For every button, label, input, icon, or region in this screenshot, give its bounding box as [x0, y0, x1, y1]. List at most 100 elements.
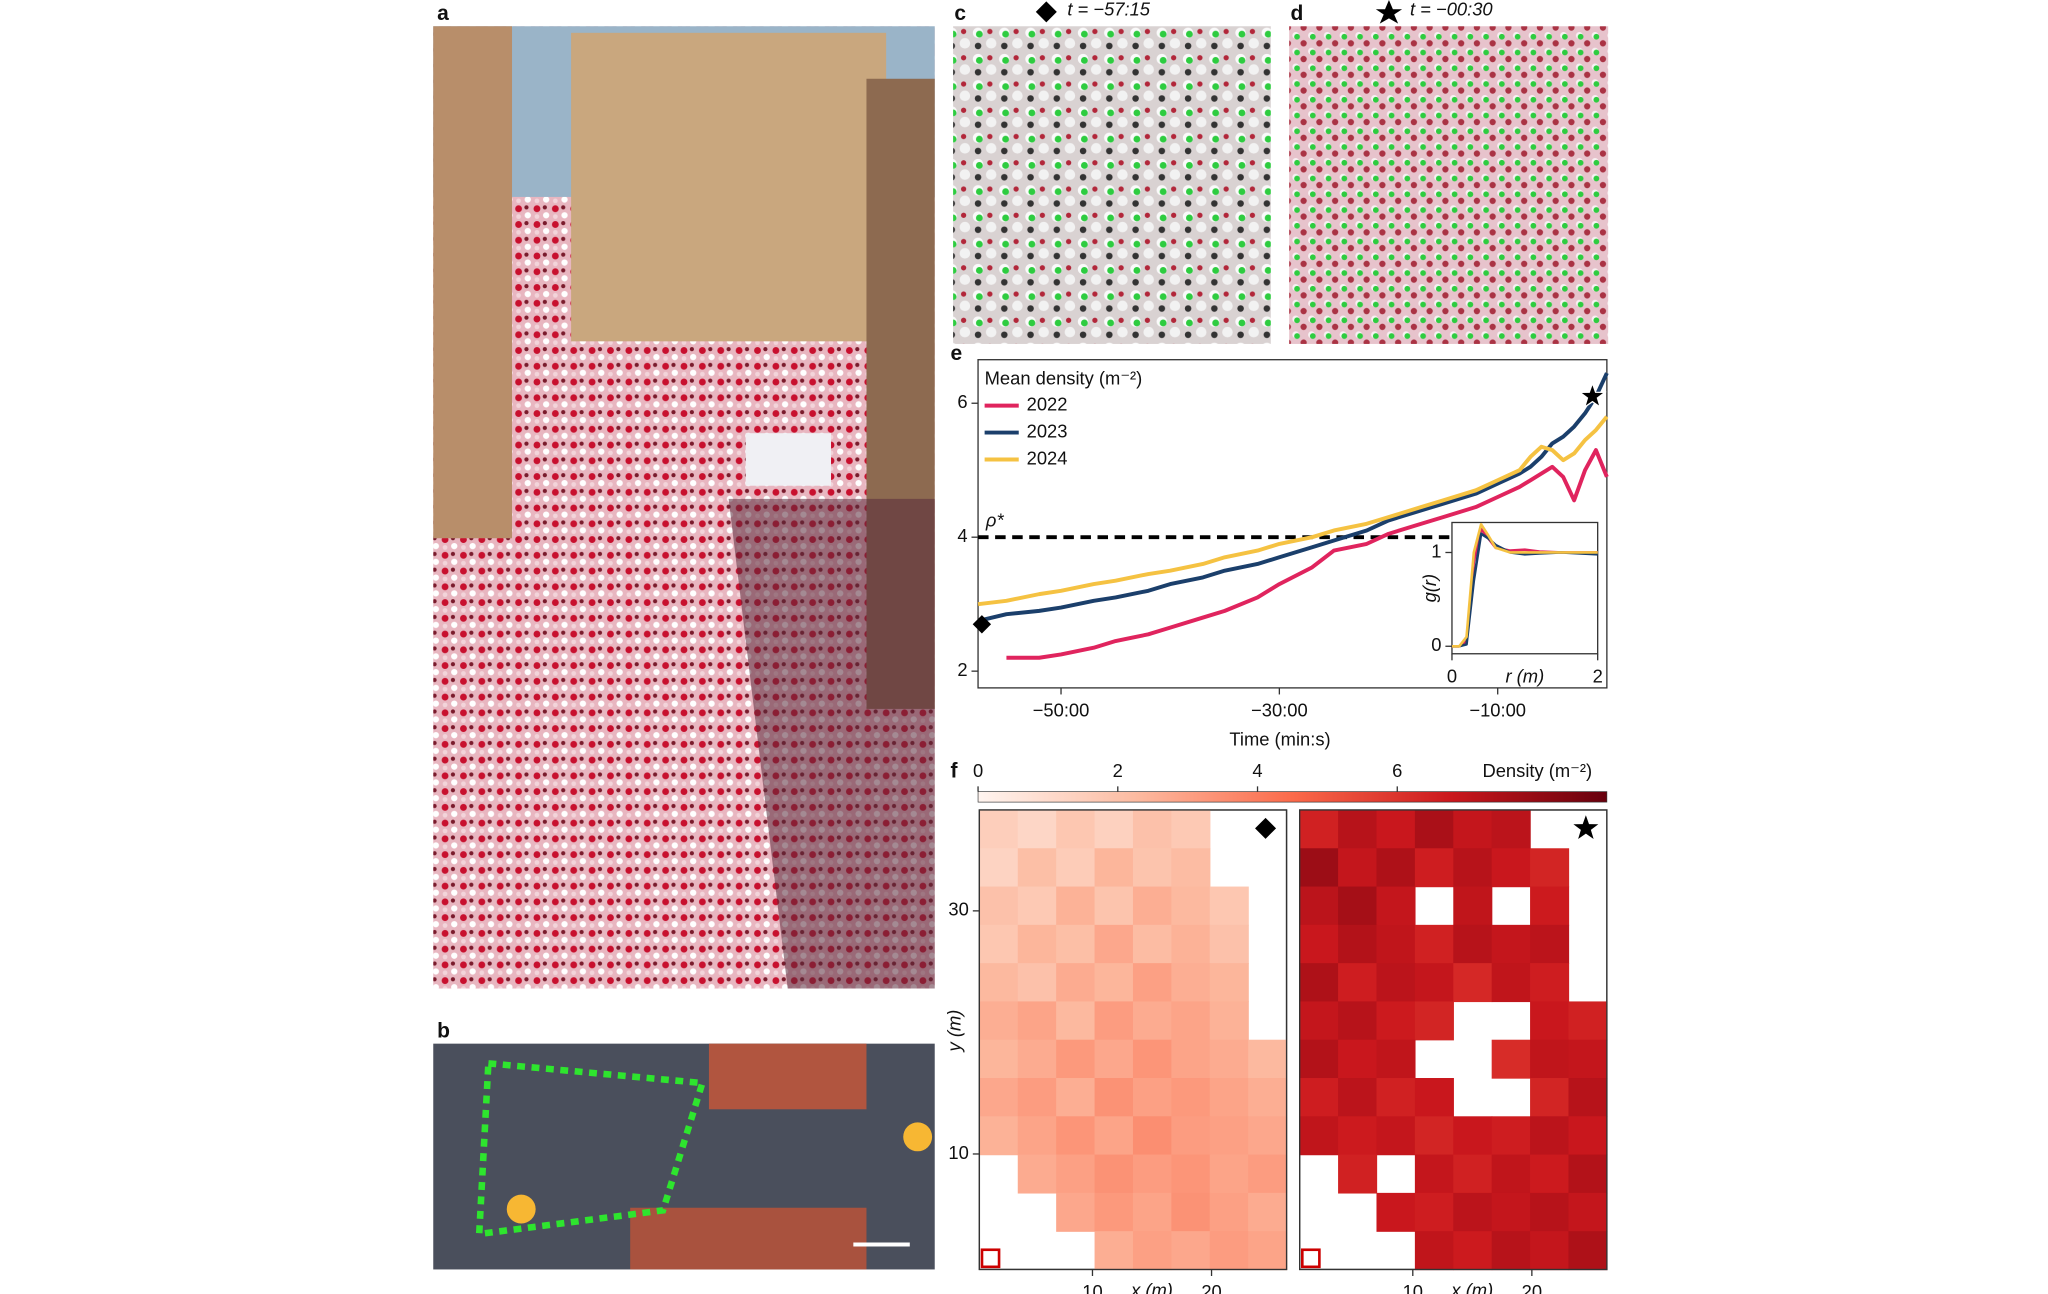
heatmap-cell [1094, 1039, 1134, 1079]
x-axis-label: r (m) [1505, 665, 1544, 686]
heatmap-cell [1094, 886, 1134, 926]
x-tick-label: −50:00 [1033, 699, 1090, 720]
heatmap-cell [1094, 1231, 1134, 1271]
x-axis-label: x (m) [1130, 1280, 1173, 1294]
heatmap-cell [1209, 924, 1249, 964]
heatmap-cell [1376, 1192, 1416, 1232]
panel-label: b [437, 1019, 450, 1042]
heatmap-cell [1209, 1154, 1249, 1194]
heatmap-cell [1171, 1078, 1211, 1117]
x-tick-label: −30:00 [1251, 699, 1308, 720]
heatmap-cell [1376, 886, 1416, 926]
heatmap-cell [1530, 1116, 1570, 1156]
heatmap-cell [1530, 963, 1570, 1003]
heatmap-cell [1414, 809, 1454, 849]
heatmap-cell [979, 848, 1019, 888]
photo-d [1289, 26, 1609, 344]
heatmap-cell [1017, 924, 1057, 964]
heatmap-cell [1017, 1039, 1057, 1079]
heatmap-cell [1132, 1231, 1173, 1271]
heatmap-cell [1414, 1078, 1454, 1117]
heatmap-cell [1338, 924, 1378, 964]
diamond-symbol [1035, 1, 1057, 23]
heatmap-cell [1094, 1192, 1134, 1232]
heatmap-cell [1132, 886, 1173, 926]
heatmap-cell [1017, 848, 1057, 888]
series-line [1006, 448, 1609, 660]
star-marker [1578, 381, 1607, 409]
heatmap-cell [979, 1001, 1019, 1041]
heatmap-cell [1132, 1116, 1173, 1156]
heatmap-cell [1248, 1116, 1288, 1156]
colorbar-tick-label: 2 [1113, 760, 1123, 781]
heatmap-cell [1171, 1001, 1211, 1041]
heatmap-cell [1299, 1078, 1339, 1117]
heatmap-cell [1017, 809, 1057, 849]
panel-label: a [437, 2, 449, 25]
heatmap-cell [1299, 1116, 1339, 1156]
heatmap-cell [1568, 1231, 1608, 1271]
heatmap-cell [1568, 1192, 1608, 1232]
y-axis-label: g(r) [1419, 574, 1440, 603]
heatmap-cell [1299, 924, 1339, 964]
heatmap-cell [1209, 963, 1249, 1003]
heatmap-cell [1056, 1192, 1096, 1232]
legend-label: 2023 [1027, 420, 1068, 441]
heatmap-cell [1453, 886, 1493, 926]
heatmap-cell [1338, 1154, 1378, 1194]
colorbar-tick-label: 6 [1392, 760, 1402, 781]
heatmap-cell [1376, 1001, 1416, 1041]
heatmap-cell [1491, 809, 1531, 849]
heatmap-cell [1376, 1039, 1416, 1079]
heatmap-cell [1568, 1039, 1608, 1079]
legend-label: 2022 [1027, 394, 1068, 415]
heatmap-cell [1568, 1116, 1608, 1156]
heatmap-cell [1376, 1116, 1416, 1156]
y-tick-label: 4 [957, 525, 967, 546]
heatmap-cell [979, 924, 1019, 964]
heatmap-cell [1414, 924, 1454, 964]
heatmap-cell [1017, 1116, 1057, 1156]
heatmap-cell [1299, 809, 1339, 849]
heatmap-cell [1414, 1001, 1454, 1041]
scale-square [1300, 1248, 1321, 1269]
colorbar [977, 791, 1608, 803]
map-b [433, 1043, 935, 1270]
heatmap-cell [979, 1116, 1019, 1156]
heatmap-cell [1056, 1039, 1096, 1079]
heatmap-cell [1056, 848, 1096, 888]
x-tick-label: −10:00 [1469, 699, 1526, 720]
heatmap-cell [979, 1039, 1019, 1079]
panel-label: e [950, 342, 962, 365]
heatmap-cell [1338, 809, 1378, 849]
heatmap-cell [1094, 1154, 1134, 1194]
heatmap-cell [1132, 924, 1173, 964]
heatmap-cell [1171, 963, 1211, 1003]
heatmap-cell [1414, 1116, 1454, 1156]
panel-label: c [954, 2, 966, 25]
heatmap-cell [1056, 809, 1096, 849]
heatmap-cell [1414, 1231, 1454, 1271]
heatmap-cell [1171, 1116, 1211, 1156]
heatmap-cell [1094, 924, 1134, 964]
series-line [1451, 523, 1598, 648]
heatmap-cell [1414, 963, 1454, 1003]
heatmap-cell [1338, 1001, 1378, 1041]
heatmap-cell [1132, 1039, 1173, 1079]
heatmap-cell [1530, 886, 1570, 926]
star-symbol [1375, 0, 1403, 24]
heatmap-cell [1209, 1078, 1249, 1117]
heatmap-cell [1568, 1154, 1608, 1194]
heatmap-cell [1414, 1192, 1454, 1232]
heatmap-cell [1453, 1231, 1493, 1271]
heatmap-cell [1338, 1078, 1378, 1117]
x-tick-label: 0 [1447, 665, 1457, 686]
heatmap-cell [1414, 1154, 1454, 1194]
heatmap-cell [1056, 1116, 1096, 1156]
heatmap-cell [1453, 1154, 1493, 1194]
heatmap-cell [1094, 848, 1134, 888]
heatmap-cell [1209, 1001, 1249, 1041]
heatmap-cell [1414, 848, 1454, 888]
